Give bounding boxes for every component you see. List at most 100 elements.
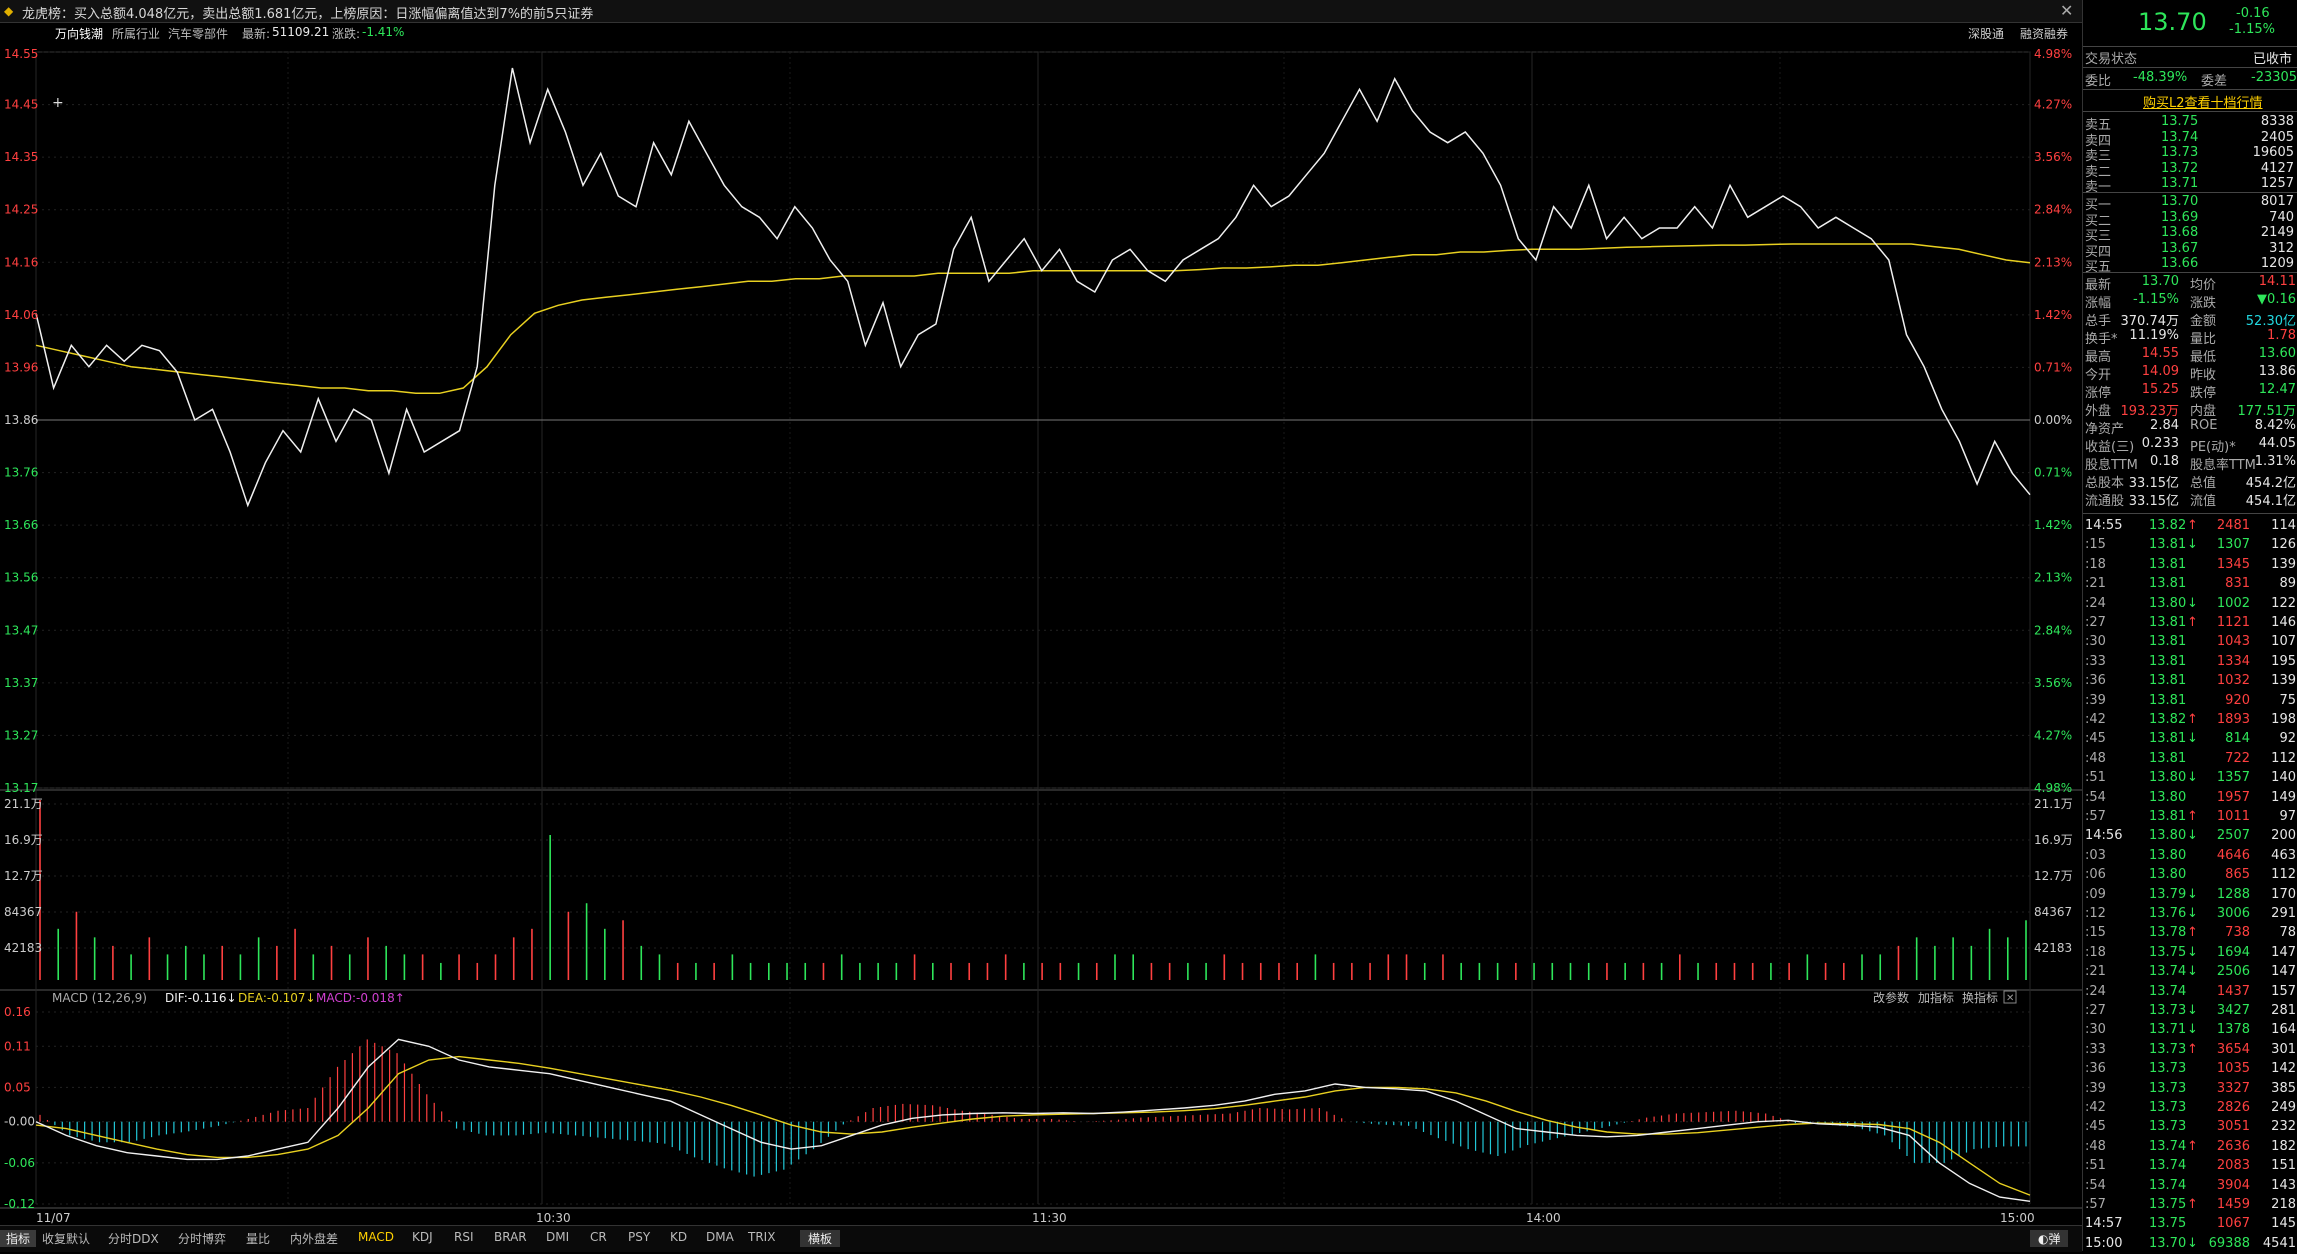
indicator-tab-14[interactable]: DMA [706, 1230, 734, 1244]
close-icon[interactable]: ✕ [2060, 1, 2074, 20]
tick-count: 97 [2279, 809, 2296, 824]
tick-row: 14:56 13.80 ↓ 2507 200 [2083, 828, 2297, 846]
indicator-tab-4[interactable]: 量比 [246, 1232, 271, 1246]
tick-volume: 1459 [2216, 1197, 2250, 1212]
add-indicator-button[interactable]: 加指标 [1918, 990, 1954, 1005]
bid-row: 买三 13.68 2149 [2083, 225, 2297, 244]
indicator-tab-8[interactable]: RSI [454, 1230, 474, 1244]
macd-tick-label: -0.06 [4, 1156, 35, 1170]
tick-count: 112 [2271, 867, 2296, 883]
indicator-tab-7[interactable]: KDJ [412, 1230, 433, 1244]
indicator-tab-6[interactable]: MACD [358, 1230, 394, 1244]
tick-row: 15:00 13.70 ↓ 69388 4541 [2083, 1236, 2297, 1254]
tick-row: :21 13.81 831 89 [2083, 576, 2297, 594]
indicator-tab-15[interactable]: TRIX [748, 1230, 776, 1244]
crosshair-icon: + [52, 95, 64, 111]
tick-price: 13.81 [2149, 731, 2187, 747]
index-latest-value: 51109.21 [272, 25, 330, 39]
tick-price: 13.75 [2149, 944, 2187, 960]
tick-price: 13.81 [2149, 809, 2187, 824]
indicator-tab-5[interactable]: 内外盘差 [290, 1232, 339, 1246]
volume-tick-label: 21.1万 [4, 797, 43, 811]
tick-time: :15 [2085, 925, 2106, 941]
news-text[interactable]: 龙虎榜：买入总额4.048亿元，卖出总额1.681亿元，上榜原因：日涨幅偏离值达… [22, 7, 594, 22]
tick-time: :12 [2085, 906, 2106, 921]
macd-close-box[interactable] [2003, 990, 2017, 1004]
tick-time: :36 [2085, 673, 2106, 689]
tick-volume: 3006 [2216, 906, 2250, 921]
pct-tick-label: 2.13% [2034, 571, 2072, 585]
tick-row: :12 13.76 ↓ 3006 291 [2083, 906, 2297, 924]
bid-diff-label: 委差 [2201, 74, 2228, 89]
switch-indicator-button[interactable]: 换指标 [1962, 990, 1998, 1005]
stat-value: 2.84 [2150, 418, 2179, 433]
tick-row: :15 13.78 ↑ 738 78 [2083, 925, 2297, 943]
tick-direction-icon: ↓ [2187, 595, 2198, 611]
indicator-tab-11[interactable]: CR [590, 1230, 607, 1244]
bid-level-label: 买五 [2085, 260, 2112, 275]
popup-toggle-button[interactable]: ◐弹 [2030, 1230, 2069, 1247]
tick-volume: 1437 [2216, 983, 2250, 999]
ask-row: 卖二 13.72 4127 [2083, 160, 2297, 180]
bid-volume: 1209 [2260, 256, 2294, 271]
tick-price: 13.73 [2149, 1100, 2187, 1115]
tick-direction-icon: ↑ [2187, 1138, 2198, 1154]
stat-label: 涨停 [2085, 386, 2112, 401]
hk-connect-link[interactable]: 深股通 [1968, 27, 2005, 41]
price-tick-label: 14.45 [4, 98, 38, 112]
tick-volume: 2507 [2216, 828, 2250, 844]
tick-direction-icon: ↓ [2187, 944, 2198, 960]
tick-row: :39 13.73 3327 385 [2083, 1081, 2297, 1099]
tick-volume: 3327 [2216, 1080, 2250, 1096]
stat-label: 最高 [2085, 350, 2112, 365]
tick-price: 13.74 [2149, 1138, 2187, 1154]
stat-label: 流值 [2190, 494, 2217, 509]
stat-row: 总股本 33.15亿 总值 454.2亿 [2083, 472, 2297, 491]
ask-level-label: 卖三 [2085, 149, 2112, 164]
tick-price: 13.74 [2149, 983, 2187, 999]
tick-time: :39 [2085, 692, 2106, 708]
indicator-tab-3[interactable]: 分时博弈 [178, 1232, 227, 1246]
pct-tick-label: 2.13% [2034, 255, 2072, 269]
tick-price: 13.80 [2149, 847, 2187, 863]
stat-value: 44.05 [2258, 436, 2296, 451]
tick-count: 107 [2271, 634, 2296, 650]
tick-count: 195 [2271, 653, 2296, 669]
ask-row: 卖一 13.71 1257 [2083, 176, 2297, 195]
pct-tick-label: 0.71% [2034, 466, 2072, 480]
stat-value: 13.60 [2258, 346, 2296, 361]
stat-label: 最新 [2085, 278, 2112, 293]
tick-volume: 814 [2225, 731, 2250, 747]
tick-price: 13.74 [2149, 1177, 2187, 1193]
tick-volume: 4646 [2216, 847, 2250, 863]
index-latest-label: 最新: [242, 27, 271, 41]
stat-label: 量比 [2190, 332, 2217, 347]
tick-direction-icon: ↓ [2187, 1022, 2198, 1038]
tick-volume: 831 [2225, 576, 2250, 592]
indicator-tab-0[interactable]: 指标 [0, 1230, 37, 1247]
ask-level-label: 卖一 [2085, 180, 2112, 195]
bid-volume: 740 [2269, 209, 2294, 225]
indicator-tab-13[interactable]: KD [670, 1230, 688, 1244]
edit-params-button[interactable]: 改参数 [1873, 990, 1909, 1005]
ask-price: 13.72 [2161, 160, 2199, 176]
tick-row: :24 13.74 1437 157 [2083, 984, 2297, 1002]
bid-row: 买一 13.70 8017 [2083, 194, 2297, 213]
tick-count: 198 [2271, 712, 2296, 727]
tick-direction-icon: ↓ [2187, 537, 2198, 553]
industry-value[interactable]: 汽车零部件 [168, 27, 229, 41]
indicator-tab-10[interactable]: DMI [546, 1230, 570, 1244]
indicator-tab-12[interactable]: PSY [628, 1230, 651, 1244]
intraday-chart[interactable]: 14.55 4.98% 14.45 4.27% 14.35 3.56% 14.25 2.84%… [0, 44, 2082, 1225]
indicator-tab-2[interactable]: 分时DDX [108, 1232, 159, 1246]
l2-purchase-link[interactable]: 购买L2查看十档行情 [2143, 96, 2263, 111]
tick-time: :18 [2085, 556, 2106, 572]
indicator-tab-16[interactable]: 横板 [800, 1230, 841, 1247]
ask-price: 13.73 [2161, 145, 2199, 160]
margin-trading-link[interactable]: 融资融券 [2020, 27, 2069, 41]
tick-price: 13.80 [2149, 828, 2187, 844]
indicator-tab-1[interactable]: 收复默认 [42, 1232, 91, 1246]
bid-row: 买四 13.67 312 [2083, 241, 2297, 260]
indicator-tab-9[interactable]: BRAR [494, 1230, 527, 1244]
macd-close-icon[interactable]: ✕ [2006, 993, 2014, 1004]
